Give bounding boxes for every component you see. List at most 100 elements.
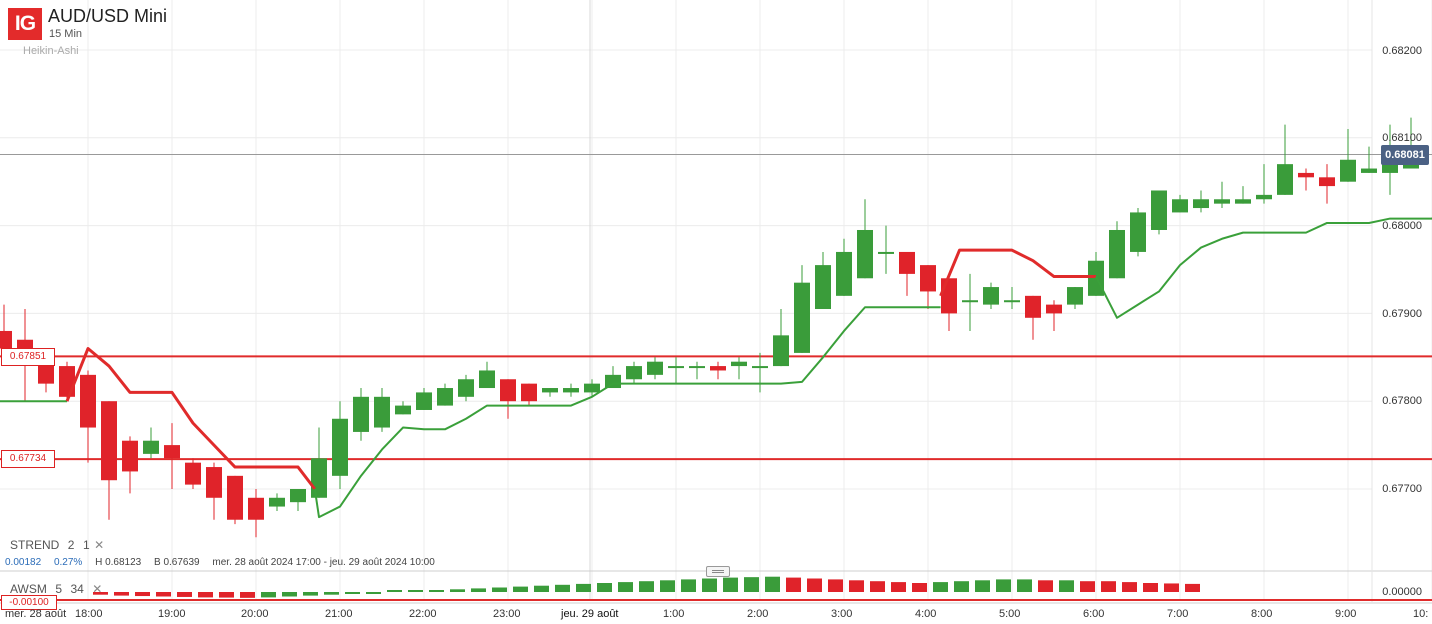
supertrend-line xyxy=(939,248,1096,297)
awsm-bar xyxy=(954,581,969,592)
supertrend-line xyxy=(313,306,941,519)
candle-body xyxy=(227,475,243,520)
awsm-bar xyxy=(1038,580,1053,592)
timeframe-label: 15 Min xyxy=(49,28,83,40)
chart-style-label: Heikin-Ashi xyxy=(23,45,79,57)
awsm-bar xyxy=(513,586,528,592)
time-axis-label: 8:00 xyxy=(1251,608,1273,620)
candle-body xyxy=(731,361,747,367)
awsm-bar xyxy=(1164,583,1179,592)
candle-body xyxy=(437,388,453,406)
awsm-bar xyxy=(1059,580,1074,592)
awsm-bar xyxy=(639,581,654,592)
candle-body xyxy=(521,383,537,402)
candle-body xyxy=(1340,159,1356,182)
candle-body xyxy=(59,366,75,397)
candle-body xyxy=(332,418,348,476)
awsm-param-1: 5 xyxy=(55,582,63,596)
awsm-bar xyxy=(555,584,570,592)
awsm-bar xyxy=(597,583,612,592)
strend-param-1: 2 xyxy=(67,538,75,552)
awsm-bar xyxy=(387,590,402,592)
awsm-bar xyxy=(156,592,171,597)
awsm-name: AWSM xyxy=(10,582,47,596)
candle-body xyxy=(962,300,978,303)
awsm-bar xyxy=(681,579,696,592)
close-icon[interactable]: ✕ xyxy=(92,582,103,596)
candle-body xyxy=(0,330,12,349)
awsm-level-tag: -0.00100 xyxy=(1,595,57,610)
time-axis-label: 18:00 xyxy=(75,608,103,620)
candle-body xyxy=(584,383,600,393)
candle-body xyxy=(563,388,579,393)
candle-body xyxy=(458,379,474,397)
candle-body xyxy=(542,388,558,393)
pane-resize-handle[interactable] xyxy=(706,566,730,577)
awsm-bar xyxy=(996,579,1011,592)
candle-body xyxy=(122,440,138,472)
candle-body xyxy=(1025,295,1041,318)
price-axis-label: 0.67700 xyxy=(1382,483,1422,495)
awsm-bar xyxy=(891,582,906,592)
candle-body xyxy=(815,265,831,310)
candle-body xyxy=(605,374,621,389)
time-axis-label: 5:00 xyxy=(999,608,1021,620)
candle-body xyxy=(1277,164,1293,195)
candle-body xyxy=(1109,229,1125,279)
awsm-bar xyxy=(282,592,297,597)
candle-body xyxy=(836,251,852,296)
awsm-bar xyxy=(198,592,213,598)
awsm-bar xyxy=(345,592,360,594)
awsm-bar xyxy=(786,577,801,592)
awsm-bar xyxy=(240,592,255,598)
date-range: mer. 28 août 2024 17:00 - jeu. 29 août 2… xyxy=(212,557,435,568)
time-axis-label: 10: xyxy=(1413,608,1429,620)
price-axis-label: 0.68000 xyxy=(1382,220,1422,232)
time-axis-label: 7:00 xyxy=(1167,608,1189,620)
supertrend-line xyxy=(65,347,316,490)
candle-body xyxy=(206,467,222,498)
candle-body xyxy=(626,366,642,380)
awsm-bar xyxy=(723,577,738,592)
candle-body xyxy=(353,396,369,432)
awsm-bar xyxy=(807,578,822,592)
candle-body xyxy=(1319,177,1335,187)
candle-body xyxy=(689,366,705,369)
awsm-bar xyxy=(870,581,885,592)
hline-tag-lower[interactable]: 0.67734 xyxy=(1,450,55,468)
candle-body xyxy=(1235,199,1251,204)
time-axis-label: 3:00 xyxy=(831,608,853,620)
awsm-bar xyxy=(366,592,381,594)
time-axis-label: 4:00 xyxy=(915,608,937,620)
candle-body xyxy=(395,405,411,415)
close-icon[interactable]: ✕ xyxy=(94,538,105,552)
awsm-bar xyxy=(408,590,423,592)
supertrend-line xyxy=(1095,217,1432,319)
candle-body xyxy=(1298,172,1314,178)
candle-body xyxy=(416,392,432,410)
awsm-bar xyxy=(114,592,129,596)
awsm-bar xyxy=(912,583,927,592)
time-axis-label: 1:00 xyxy=(663,608,685,620)
candle-body xyxy=(1151,190,1167,230)
candle-body xyxy=(185,462,201,485)
time-axis-label: 2:00 xyxy=(747,608,769,620)
price-axis-label: 0.67800 xyxy=(1382,395,1422,407)
awsm-bar xyxy=(1101,581,1116,592)
instrument-title: AUD/USD Mini xyxy=(48,6,168,26)
awsm-bar xyxy=(534,585,549,592)
awsm-bar xyxy=(1185,583,1200,592)
price-axis-label: 0.67900 xyxy=(1382,308,1422,320)
awsm-bar xyxy=(492,587,507,592)
candle-body xyxy=(878,251,894,254)
awsm-bar xyxy=(744,577,759,592)
hline-tag-upper[interactable]: 0.67851 xyxy=(1,348,55,366)
awsm-bar xyxy=(219,592,234,598)
awsm-bar xyxy=(1122,582,1137,592)
candle-body xyxy=(1130,212,1146,252)
awsm-bar xyxy=(849,580,864,592)
time-axis-label: 21:00 xyxy=(325,608,353,620)
time-axis-label: 6:00 xyxy=(1083,608,1105,620)
time-axis-label: 9:00 xyxy=(1335,608,1357,620)
